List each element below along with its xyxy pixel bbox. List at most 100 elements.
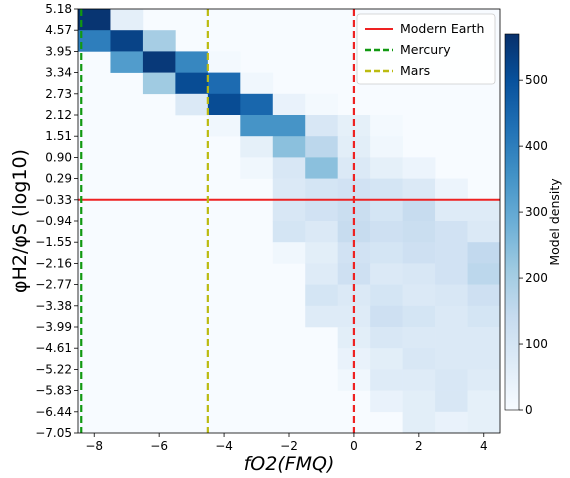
heatmap-cell	[467, 263, 501, 285]
heatmap-cell	[207, 72, 241, 95]
heatmap-cell	[467, 411, 501, 434]
y-tick-label: 1.51	[45, 129, 72, 143]
heatmap-cell	[305, 305, 338, 328]
heatmap-cell	[467, 305, 501, 328]
heatmap-cell	[435, 284, 468, 307]
heatmap-cell	[272, 157, 306, 179]
heatmap-cell	[467, 284, 501, 307]
y-tick-label: 4.57	[45, 23, 72, 37]
heatmap-cell	[207, 51, 241, 73]
x-tick-label: 4	[480, 439, 488, 453]
colorbar-gradient	[504, 33, 520, 411]
x-tick-label: −4	[215, 439, 233, 453]
heatmap-cell	[467, 221, 501, 243]
heatmap-cell	[110, 51, 144, 73]
heatmap-cell	[240, 115, 274, 137]
colorbar-tick-label: 300	[525, 205, 548, 219]
heatmap-cell	[402, 157, 436, 179]
heatmap-cell	[370, 369, 403, 391]
colorbar-tick-label: 400	[525, 139, 548, 153]
heatmap-cell	[175, 93, 209, 116]
heatmap-cell	[402, 178, 436, 201]
heatmap-cell	[142, 51, 176, 73]
heatmap-cell	[402, 390, 436, 413]
heatmap-cell	[370, 221, 403, 243]
heatmap-cell	[272, 242, 306, 264]
heatmap-cell	[467, 390, 501, 413]
heatmap-cell	[370, 136, 403, 158]
y-tick-label: −1.55	[35, 235, 72, 249]
heatmap-cells	[78, 9, 501, 434]
heatmap-cell	[467, 242, 501, 264]
heatmap-cell	[402, 284, 436, 307]
heatmap-cell	[402, 305, 436, 328]
y-tick-label: −6.44	[35, 405, 72, 419]
heatmap-cell	[305, 93, 338, 116]
y-tick-label: −3.99	[35, 320, 72, 334]
heatmap-cell	[402, 327, 436, 349]
heatmap-cell	[305, 115, 338, 137]
heatmap-cell	[305, 263, 338, 285]
heatmap-cell	[467, 369, 501, 391]
heatmap-cell	[435, 369, 468, 391]
heatmap-cell	[467, 327, 501, 349]
heatmap-cell	[370, 327, 403, 349]
y-tick-label: 3.34	[45, 66, 72, 80]
y-tick-label: −2.16	[35, 256, 72, 270]
heatmap-cell	[435, 263, 468, 285]
y-tick-label: 3.95	[45, 44, 72, 58]
heatmap-cell	[435, 348, 468, 370]
heatmap-cell	[305, 199, 338, 222]
heatmap-cell	[240, 72, 274, 95]
heatmap-cell	[272, 178, 306, 201]
heatmap-cell	[272, 199, 306, 222]
colorbar-tick-label: 500	[525, 73, 548, 87]
reference-lines	[78, 9, 500, 433]
y-tick-label: 0.90	[45, 150, 72, 164]
y-tick-label: 2.12	[45, 108, 72, 122]
heatmap-cell	[435, 327, 468, 349]
y-axis-label: φH2/φS (log10)	[9, 149, 31, 293]
heatmap-cell	[337, 369, 371, 391]
heatmap-cell	[402, 221, 436, 243]
y-tick-label: −5.83	[35, 384, 72, 398]
colorbar-tick-label: 100	[525, 337, 548, 351]
x-axis-ticks: −8 −6 −4 −2 0 2 4	[85, 433, 488, 453]
heatmap-cell	[402, 263, 436, 285]
legend-label-modern-earth: Modern Earth	[400, 21, 484, 36]
y-tick-label: 2.73	[45, 87, 72, 101]
colorbar-label: Model density	[547, 178, 562, 266]
heatmap-cell	[402, 199, 436, 222]
heatmap-cell	[435, 178, 468, 201]
heatmap-cell	[402, 348, 436, 370]
heatmap-cell	[272, 93, 306, 116]
heatmap-cell	[370, 284, 403, 307]
heatmap-cell	[272, 136, 306, 158]
y-tick-label: −5.22	[35, 362, 72, 376]
heatmap-cell	[175, 72, 209, 95]
heatmap-cell	[110, 9, 144, 31]
colorbar: 0 100 200 300 400 500 Model density	[504, 33, 562, 417]
heatmap-cell	[207, 115, 241, 137]
heatmap-cell	[402, 411, 436, 434]
x-tick-label: 0	[350, 439, 358, 453]
y-tick-label: −3.38	[35, 299, 72, 313]
heatmap-cell	[110, 30, 144, 52]
heatmap-cell	[305, 178, 338, 201]
heatmap-cell	[370, 178, 403, 201]
legend: Modern Earth Mercury Mars	[356, 13, 496, 85]
legend-label-mercury: Mercury	[400, 42, 451, 57]
heatmap-cell	[142, 72, 176, 95]
heatmap-cell	[305, 242, 338, 264]
heatmap-cell	[370, 390, 403, 413]
heatmap-cell	[467, 348, 501, 370]
heatmap-cell	[435, 242, 468, 264]
y-tick-label: 0.29	[45, 172, 72, 186]
colorbar-ticks: 0 100 200 300 400 500	[519, 73, 548, 417]
heatmap-cell	[370, 305, 403, 328]
heatmap-cell	[435, 305, 468, 328]
x-axis-label: fO2(FMQ)	[244, 453, 335, 475]
x-tick-label: −8	[85, 439, 103, 453]
y-tick-label: −4.61	[35, 341, 72, 355]
